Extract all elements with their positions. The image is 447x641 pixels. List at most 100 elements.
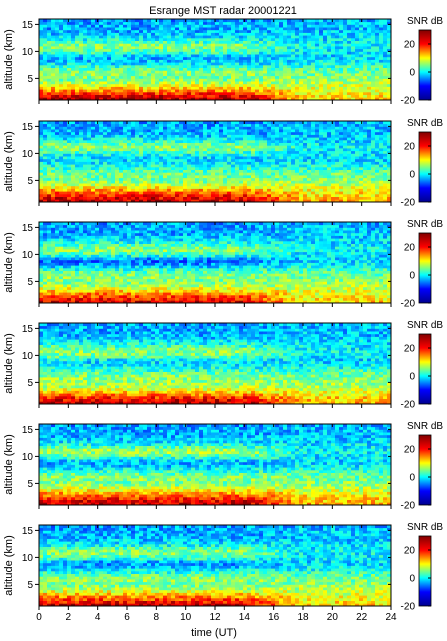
heatmap-cell: [63, 150, 68, 154]
heatmap-cell: [187, 43, 192, 47]
heatmap-cell: [219, 59, 224, 63]
heatmap-cell: [351, 37, 356, 41]
heatmap-cell: [287, 153, 292, 157]
heatmap-cell: [55, 123, 60, 127]
heatmap-cell: [219, 199, 224, 203]
heatmap-cell: [275, 35, 280, 39]
heatmap-cell: [131, 134, 136, 138]
heatmap-cell: [339, 158, 344, 162]
heatmap-cell: [147, 177, 152, 181]
heatmap-cell: [343, 161, 348, 165]
heatmap-cell: [259, 83, 264, 87]
heatmap-cell: [331, 131, 336, 135]
heatmap-cell: [131, 188, 136, 192]
heatmap-cell: [299, 150, 304, 154]
heatmap-cell: [183, 134, 188, 138]
heatmap-cell: [295, 48, 300, 52]
heatmap-cell: [211, 145, 216, 149]
heatmap-cell: [251, 142, 256, 146]
heatmap-cell: [99, 166, 104, 170]
heatmap-cell: [271, 27, 276, 31]
heatmap-cell: [127, 183, 132, 187]
heatmap-cell: [283, 62, 288, 66]
heatmap-cell: [91, 193, 96, 197]
heatmap-cell: [267, 64, 272, 68]
heatmap-cell: [67, 148, 72, 152]
heatmap-cell: [335, 35, 340, 39]
heatmap-cell: [303, 37, 308, 41]
heatmap-cell: [43, 67, 48, 71]
heatmap-cell: [39, 24, 44, 28]
heatmap-cell: [79, 137, 84, 141]
heatmap-cell: [371, 32, 376, 36]
heatmap-cell: [283, 166, 288, 170]
heatmap-cell: [55, 48, 60, 52]
heatmap-cell: [279, 70, 284, 74]
heatmap-cell: [79, 48, 84, 52]
heatmap-cell: [127, 94, 132, 98]
heatmap-cell: [327, 150, 332, 154]
heatmap-cell: [195, 62, 200, 66]
heatmap-cell: [163, 62, 168, 66]
heatmap-cell: [83, 148, 88, 152]
heatmap-cell: [139, 196, 144, 200]
heatmap-cell: [307, 148, 312, 152]
heatmap-cell: [251, 35, 256, 39]
heatmap-cell: [279, 75, 284, 79]
heatmap-cell: [95, 73, 100, 77]
heatmap-cell: [283, 169, 288, 173]
heatmap-cell: [95, 156, 100, 160]
heatmap-cell: [155, 27, 160, 31]
heatmap-cell: [355, 51, 360, 55]
heatmap-cell: [187, 64, 192, 68]
heatmap-cell: [247, 188, 252, 192]
heatmap-cell: [223, 48, 228, 52]
heatmap-cell: [127, 199, 132, 203]
heatmap-cell: [175, 43, 180, 47]
heatmap-cell: [199, 64, 204, 68]
heatmap-cell: [103, 62, 108, 66]
heatmap-cell: [287, 70, 292, 74]
heatmap-cell: [339, 185, 344, 189]
heatmap-cell: [223, 121, 228, 125]
heatmap-cell: [39, 129, 44, 133]
heatmap-cell: [227, 94, 232, 98]
heatmap-cell: [99, 67, 104, 71]
heatmap-cell: [67, 73, 72, 77]
heatmap-cell: [139, 43, 144, 47]
heatmap-cell: [359, 35, 364, 39]
heatmap-cell: [255, 94, 260, 98]
heatmap-cell: [155, 183, 160, 187]
heatmap-cell: [143, 46, 148, 50]
heatmap-cell: [299, 59, 304, 63]
heatmap-cell: [331, 188, 336, 192]
heatmap-cell: [179, 19, 184, 23]
heatmap-cell: [139, 89, 144, 93]
heatmap-cell: [151, 158, 156, 162]
heatmap-cell: [243, 62, 248, 66]
heatmap-cell: [139, 94, 144, 98]
heatmap-cell: [163, 19, 168, 23]
heatmap-cell: [227, 183, 232, 187]
heatmap-cell: [187, 51, 192, 55]
heatmap-cell: [119, 121, 124, 125]
heatmap-cell: [135, 35, 140, 39]
heatmap-cell: [291, 94, 296, 98]
heatmap-cell: [299, 191, 304, 195]
heatmap-cell: [83, 64, 88, 68]
heatmap-cell: [223, 180, 228, 184]
heatmap-cell: [239, 24, 244, 28]
heatmap-cell: [167, 121, 172, 125]
heatmap-cell: [311, 62, 316, 66]
heatmap-cell: [143, 142, 148, 146]
heatmap-cell: [155, 156, 160, 160]
heatmap-cell: [39, 126, 44, 130]
heatmap-cell: [275, 196, 280, 200]
heatmap-cell: [375, 67, 380, 71]
heatmap-cell: [111, 21, 116, 25]
heatmap-cell: [59, 70, 64, 74]
heatmap-cell: [151, 193, 156, 197]
heatmap-cell: [123, 153, 128, 157]
heatmap-cell: [379, 48, 384, 52]
heatmap-cell: [59, 21, 64, 25]
